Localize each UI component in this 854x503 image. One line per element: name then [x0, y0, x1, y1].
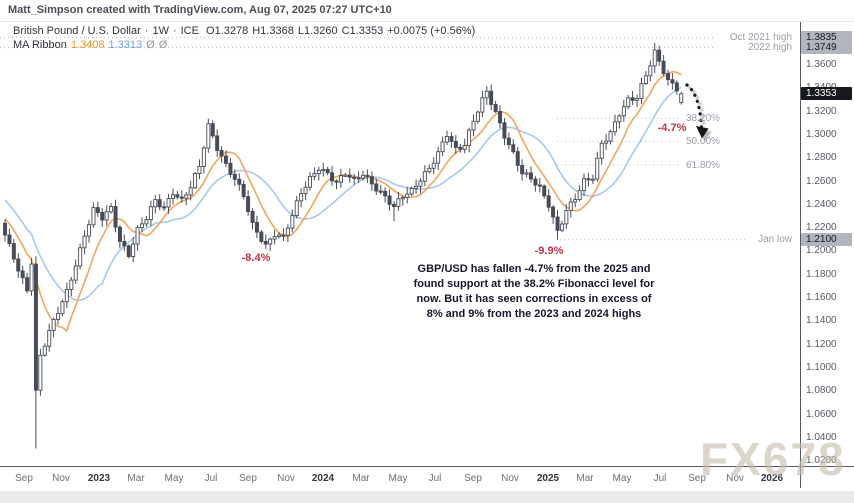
- ma-fast-line: [4, 70, 682, 332]
- price-axis[interactable]: [800, 22, 854, 466]
- time-axis[interactable]: [0, 466, 800, 488]
- candles: [3, 42, 684, 449]
- projection-arrow: [685, 83, 712, 142]
- horizontal-levels: [0, 37, 745, 241]
- chart-credit: Matt_Simpson created with TradingView.co…: [8, 4, 392, 16]
- header-divider: [0, 21, 854, 22]
- ma-slow-line: [4, 86, 682, 301]
- bottom-bar: [0, 491, 854, 503]
- fx678-watermark: FX678: [700, 433, 846, 485]
